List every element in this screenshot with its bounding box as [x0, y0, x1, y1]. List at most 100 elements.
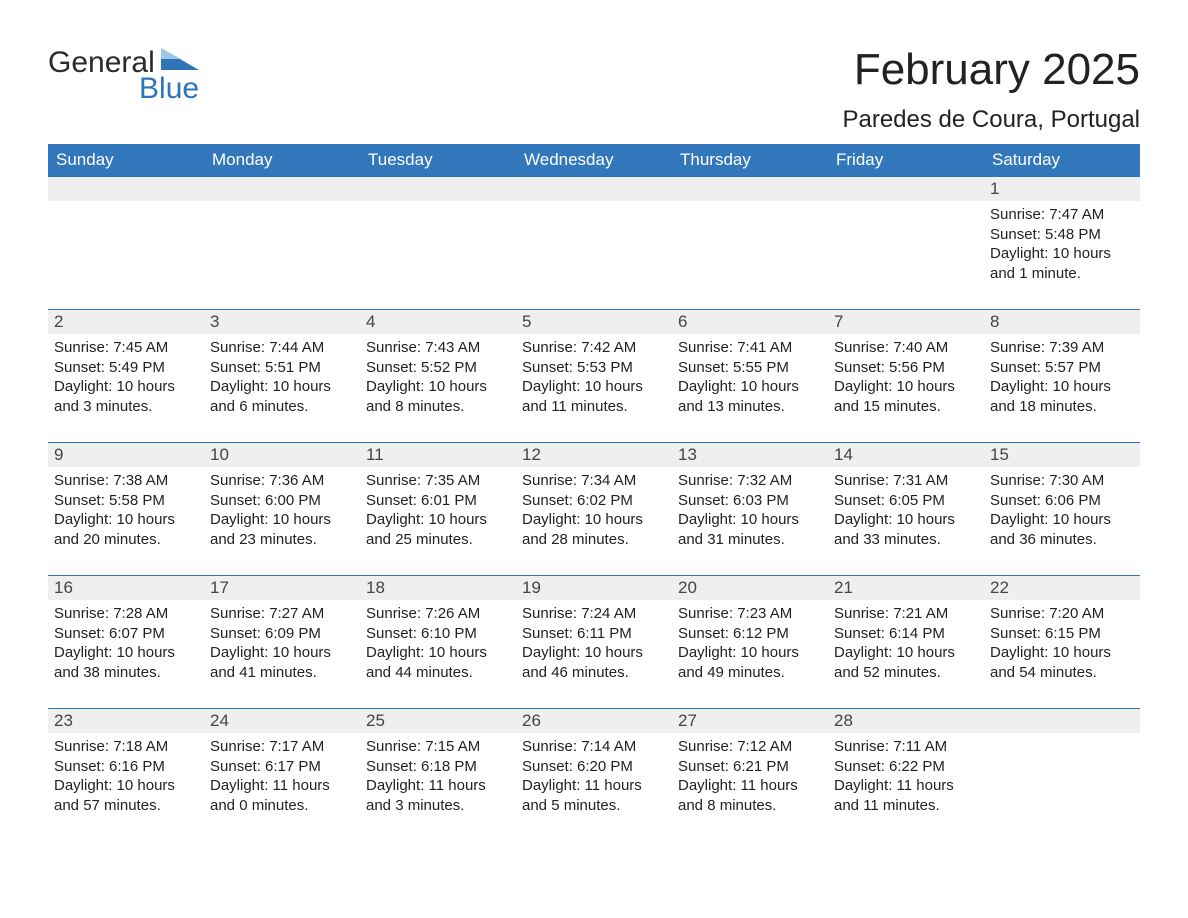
daylight-line1: Daylight: 10 hours: [522, 643, 666, 663]
day-cell: Sunrise: 7:23 AMSunset: 6:12 PMDaylight:…: [672, 600, 828, 692]
day-cell: Sunrise: 7:12 AMSunset: 6:21 PMDaylight:…: [672, 733, 828, 825]
sunset-text: Sunset: 6:11 PM: [522, 624, 666, 644]
weekday-saturday: Saturday: [984, 144, 1140, 176]
day-number: 15: [984, 443, 1140, 467]
day-number: 5: [516, 310, 672, 334]
sunset-text: Sunset: 6:00 PM: [210, 491, 354, 511]
sunrise-text: Sunrise: 7:31 AM: [834, 471, 978, 491]
sunrise-text: Sunrise: 7:11 AM: [834, 737, 978, 757]
day-number: 6: [672, 310, 828, 334]
daylight-line2: and 33 minutes.: [834, 530, 978, 550]
day-cell: Sunrise: 7:24 AMSunset: 6:11 PMDaylight:…: [516, 600, 672, 692]
day-cell: Sunrise: 7:27 AMSunset: 6:09 PMDaylight:…: [204, 600, 360, 692]
sunrise-text: Sunrise: 7:40 AM: [834, 338, 978, 358]
day-number: 16: [48, 576, 204, 600]
day-number: [360, 177, 516, 201]
sunset-text: Sunset: 5:57 PM: [990, 358, 1134, 378]
sunset-text: Sunset: 6:09 PM: [210, 624, 354, 644]
daylight-line2: and 8 minutes.: [366, 397, 510, 417]
day-number: 23: [48, 709, 204, 733]
day-number: [204, 177, 360, 201]
day-number: 8: [984, 310, 1140, 334]
week-row: 9101112131415Sunrise: 7:38 AMSunset: 5:5…: [48, 442, 1140, 559]
day-number: 25: [360, 709, 516, 733]
daylight-line2: and 28 minutes.: [522, 530, 666, 550]
sunrise-text: Sunrise: 7:47 AM: [990, 205, 1134, 225]
sunrise-text: Sunrise: 7:38 AM: [54, 471, 198, 491]
sunset-text: Sunset: 6:16 PM: [54, 757, 198, 777]
sunset-text: Sunset: 5:51 PM: [210, 358, 354, 378]
sunset-text: Sunset: 6:22 PM: [834, 757, 978, 777]
weeks-container: 1Sunrise: 7:47 AMSunset: 5:48 PMDaylight…: [48, 176, 1140, 825]
sunset-text: Sunset: 5:56 PM: [834, 358, 978, 378]
weekday-tuesday: Tuesday: [360, 144, 516, 176]
sunrise-text: Sunrise: 7:23 AM: [678, 604, 822, 624]
day-cell: Sunrise: 7:26 AMSunset: 6:10 PMDaylight:…: [360, 600, 516, 692]
day-number: 18: [360, 576, 516, 600]
logo-flag-icon: [161, 48, 199, 70]
weekday-header: Sunday Monday Tuesday Wednesday Thursday…: [48, 144, 1140, 176]
sunset-text: Sunset: 6:03 PM: [678, 491, 822, 511]
sunset-text: Sunset: 5:58 PM: [54, 491, 198, 511]
daylight-line2: and 57 minutes.: [54, 796, 198, 816]
day-number: 12: [516, 443, 672, 467]
day-number: [516, 177, 672, 201]
daylight-line1: Daylight: 10 hours: [990, 643, 1134, 663]
day-cell: Sunrise: 7:21 AMSunset: 6:14 PMDaylight:…: [828, 600, 984, 692]
day-cell: Sunrise: 7:36 AMSunset: 6:00 PMDaylight:…: [204, 467, 360, 559]
day-cell: Sunrise: 7:11 AMSunset: 6:22 PMDaylight:…: [828, 733, 984, 825]
day-number: 4: [360, 310, 516, 334]
daylight-line2: and 46 minutes.: [522, 663, 666, 683]
daylight-line2: and 3 minutes.: [366, 796, 510, 816]
day-number: 2: [48, 310, 204, 334]
daylight-line2: and 18 minutes.: [990, 397, 1134, 417]
daylight-line2: and 44 minutes.: [366, 663, 510, 683]
daylight-line1: Daylight: 10 hours: [678, 643, 822, 663]
day-cell: Sunrise: 7:42 AMSunset: 5:53 PMDaylight:…: [516, 334, 672, 426]
day-cell: [360, 201, 516, 293]
daylight-line1: Daylight: 10 hours: [210, 377, 354, 397]
daylight-line2: and 13 minutes.: [678, 397, 822, 417]
daylight-line1: Daylight: 10 hours: [990, 510, 1134, 530]
daylight-line2: and 25 minutes.: [366, 530, 510, 550]
day-number: 28: [828, 709, 984, 733]
daynum-row: 9101112131415: [48, 443, 1140, 467]
day-cell: [984, 733, 1140, 825]
day-cell: Sunrise: 7:34 AMSunset: 6:02 PMDaylight:…: [516, 467, 672, 559]
sunrise-text: Sunrise: 7:42 AM: [522, 338, 666, 358]
daylight-line2: and 3 minutes.: [54, 397, 198, 417]
day-cell: Sunrise: 7:17 AMSunset: 6:17 PMDaylight:…: [204, 733, 360, 825]
sunrise-text: Sunrise: 7:17 AM: [210, 737, 354, 757]
sunset-text: Sunset: 6:05 PM: [834, 491, 978, 511]
day-cell: Sunrise: 7:28 AMSunset: 6:07 PMDaylight:…: [48, 600, 204, 692]
day-number: [984, 709, 1140, 733]
sunrise-text: Sunrise: 7:24 AM: [522, 604, 666, 624]
day-cell: Sunrise: 7:20 AMSunset: 6:15 PMDaylight:…: [984, 600, 1140, 692]
calendar: Sunday Monday Tuesday Wednesday Thursday…: [48, 144, 1140, 825]
daylight-line1: Daylight: 10 hours: [366, 643, 510, 663]
daylight-line1: Daylight: 10 hours: [522, 510, 666, 530]
daylight-line1: Daylight: 10 hours: [834, 510, 978, 530]
daylight-line1: Daylight: 10 hours: [366, 510, 510, 530]
day-number: 17: [204, 576, 360, 600]
day-number: 20: [672, 576, 828, 600]
sunset-text: Sunset: 6:21 PM: [678, 757, 822, 777]
sunset-text: Sunset: 5:49 PM: [54, 358, 198, 378]
sunrise-text: Sunrise: 7:18 AM: [54, 737, 198, 757]
sunset-text: Sunset: 6:20 PM: [522, 757, 666, 777]
day-cell: Sunrise: 7:38 AMSunset: 5:58 PMDaylight:…: [48, 467, 204, 559]
sunrise-text: Sunrise: 7:28 AM: [54, 604, 198, 624]
day-number: 19: [516, 576, 672, 600]
daylight-line1: Daylight: 10 hours: [678, 377, 822, 397]
day-cell: [828, 201, 984, 293]
sunset-text: Sunset: 6:15 PM: [990, 624, 1134, 644]
daylight-line1: Daylight: 10 hours: [522, 377, 666, 397]
daynum-row: 1: [48, 177, 1140, 201]
daylight-line2: and 8 minutes.: [678, 796, 822, 816]
sunrise-text: Sunrise: 7:27 AM: [210, 604, 354, 624]
weekday-thursday: Thursday: [672, 144, 828, 176]
day-number: 11: [360, 443, 516, 467]
day-number: 3: [204, 310, 360, 334]
day-number: [48, 177, 204, 201]
weekday-monday: Monday: [204, 144, 360, 176]
